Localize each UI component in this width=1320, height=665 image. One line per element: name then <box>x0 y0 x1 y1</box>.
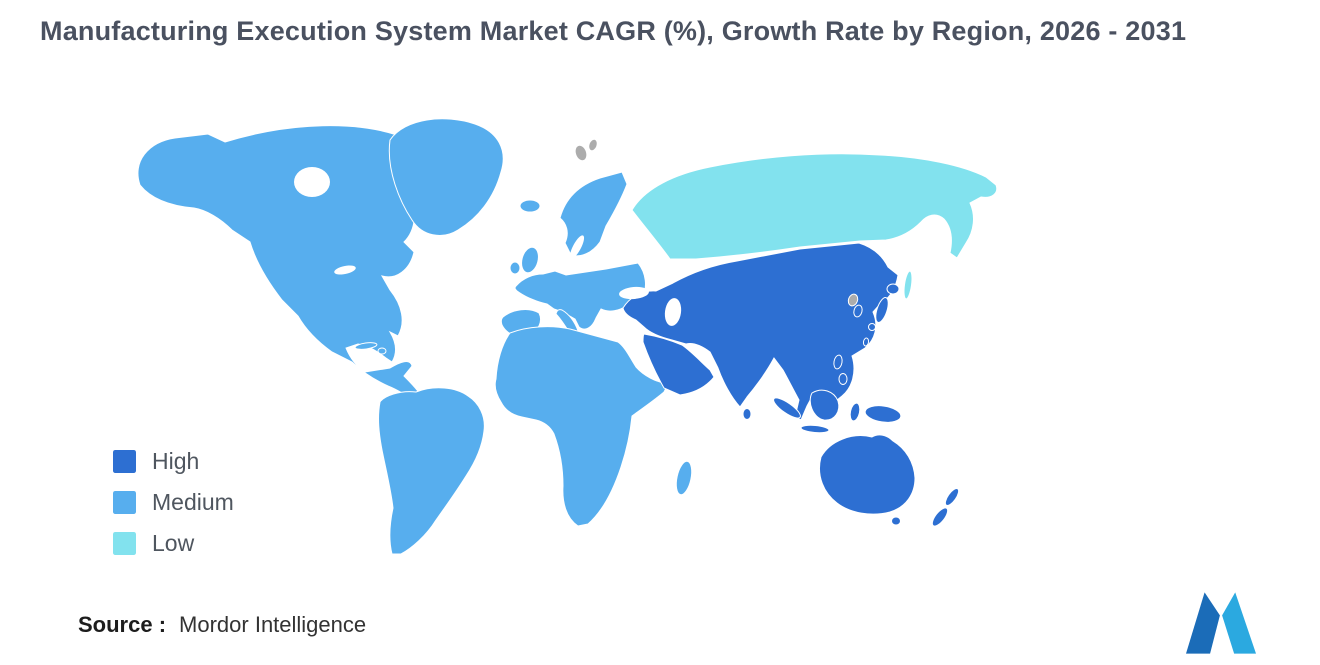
region-new-zealand-south <box>931 507 949 527</box>
legend-item-high: High <box>113 448 234 475</box>
region-sulawesi <box>849 402 861 422</box>
region-asia-mainland <box>622 242 899 421</box>
region-sri-lanka <box>742 408 752 420</box>
region-taiwan <box>862 337 870 347</box>
region-japan-kyushu <box>868 323 876 331</box>
region-africa <box>494 326 669 527</box>
region-svalbard-east <box>588 138 598 152</box>
region-north-america <box>137 125 430 403</box>
world-map <box>137 118 998 555</box>
caspian-sea-water <box>664 298 682 326</box>
region-iceland <box>519 199 541 213</box>
legend-label-low: Low <box>152 530 195 556</box>
region-hispaniola <box>377 347 387 355</box>
region-japan-hokkaido <box>886 283 900 295</box>
region-south-korea <box>853 304 863 318</box>
great-lakes-water <box>334 265 356 275</box>
source-line: Source : Mordor Intelligence <box>78 612 366 638</box>
legend-item-medium: Medium <box>113 489 234 516</box>
hudson-bay-water <box>294 167 330 197</box>
logo-right-stroke <box>1222 592 1256 654</box>
region-new-zealand-north <box>944 487 960 507</box>
region-philippines-luzon <box>833 354 843 370</box>
legend-swatch-low-rect <box>113 532 136 555</box>
source-label: Source : <box>78 612 167 637</box>
legend: High Medium Low <box>113 448 234 557</box>
region-cuba <box>354 342 378 350</box>
legend-label-medium: Medium <box>152 489 234 515</box>
source-text: Mordor Intelligence <box>179 612 367 637</box>
mordor-logo-mark <box>1186 592 1256 654</box>
legend-item-low: Low <box>113 530 234 557</box>
legend-swatch-medium-rect <box>113 491 136 514</box>
region-borneo <box>809 389 840 421</box>
region-arabian-peninsula <box>642 333 715 396</box>
region-australia <box>819 434 916 515</box>
region-russia <box>631 153 998 260</box>
black-sea-water <box>619 286 649 300</box>
legend-swatch-medium <box>113 491 136 514</box>
logo-left-stroke <box>1186 592 1220 654</box>
region-north-korea <box>847 293 859 307</box>
region-java <box>800 424 830 434</box>
region-japan-honshu <box>875 297 889 323</box>
region-svalbard-west <box>574 144 588 162</box>
legend-swatch-high <box>113 450 136 473</box>
region-greenland <box>388 118 504 236</box>
region-scandinavia <box>559 171 628 257</box>
region-new-guinea <box>864 405 902 423</box>
legend-swatch-low <box>113 532 136 555</box>
region-europe-mainland <box>514 262 646 330</box>
region-united-kingdom <box>521 246 539 274</box>
region-madagascar <box>675 460 693 496</box>
legend-swatch-high-rect <box>113 450 136 473</box>
legend-label-high: High <box>152 448 200 474</box>
chart-title: Manufacturing Execution System Market CA… <box>40 16 1187 46</box>
region-tasmania <box>891 516 901 526</box>
region-south-america <box>378 387 485 555</box>
baltic-sea-water <box>569 235 585 259</box>
region-sakhalin <box>903 270 913 300</box>
mordor-intelligence-logo <box>1186 592 1256 659</box>
region-philippines-mindanao <box>838 373 848 385</box>
region-ireland <box>509 261 521 275</box>
region-sumatra <box>773 397 801 419</box>
